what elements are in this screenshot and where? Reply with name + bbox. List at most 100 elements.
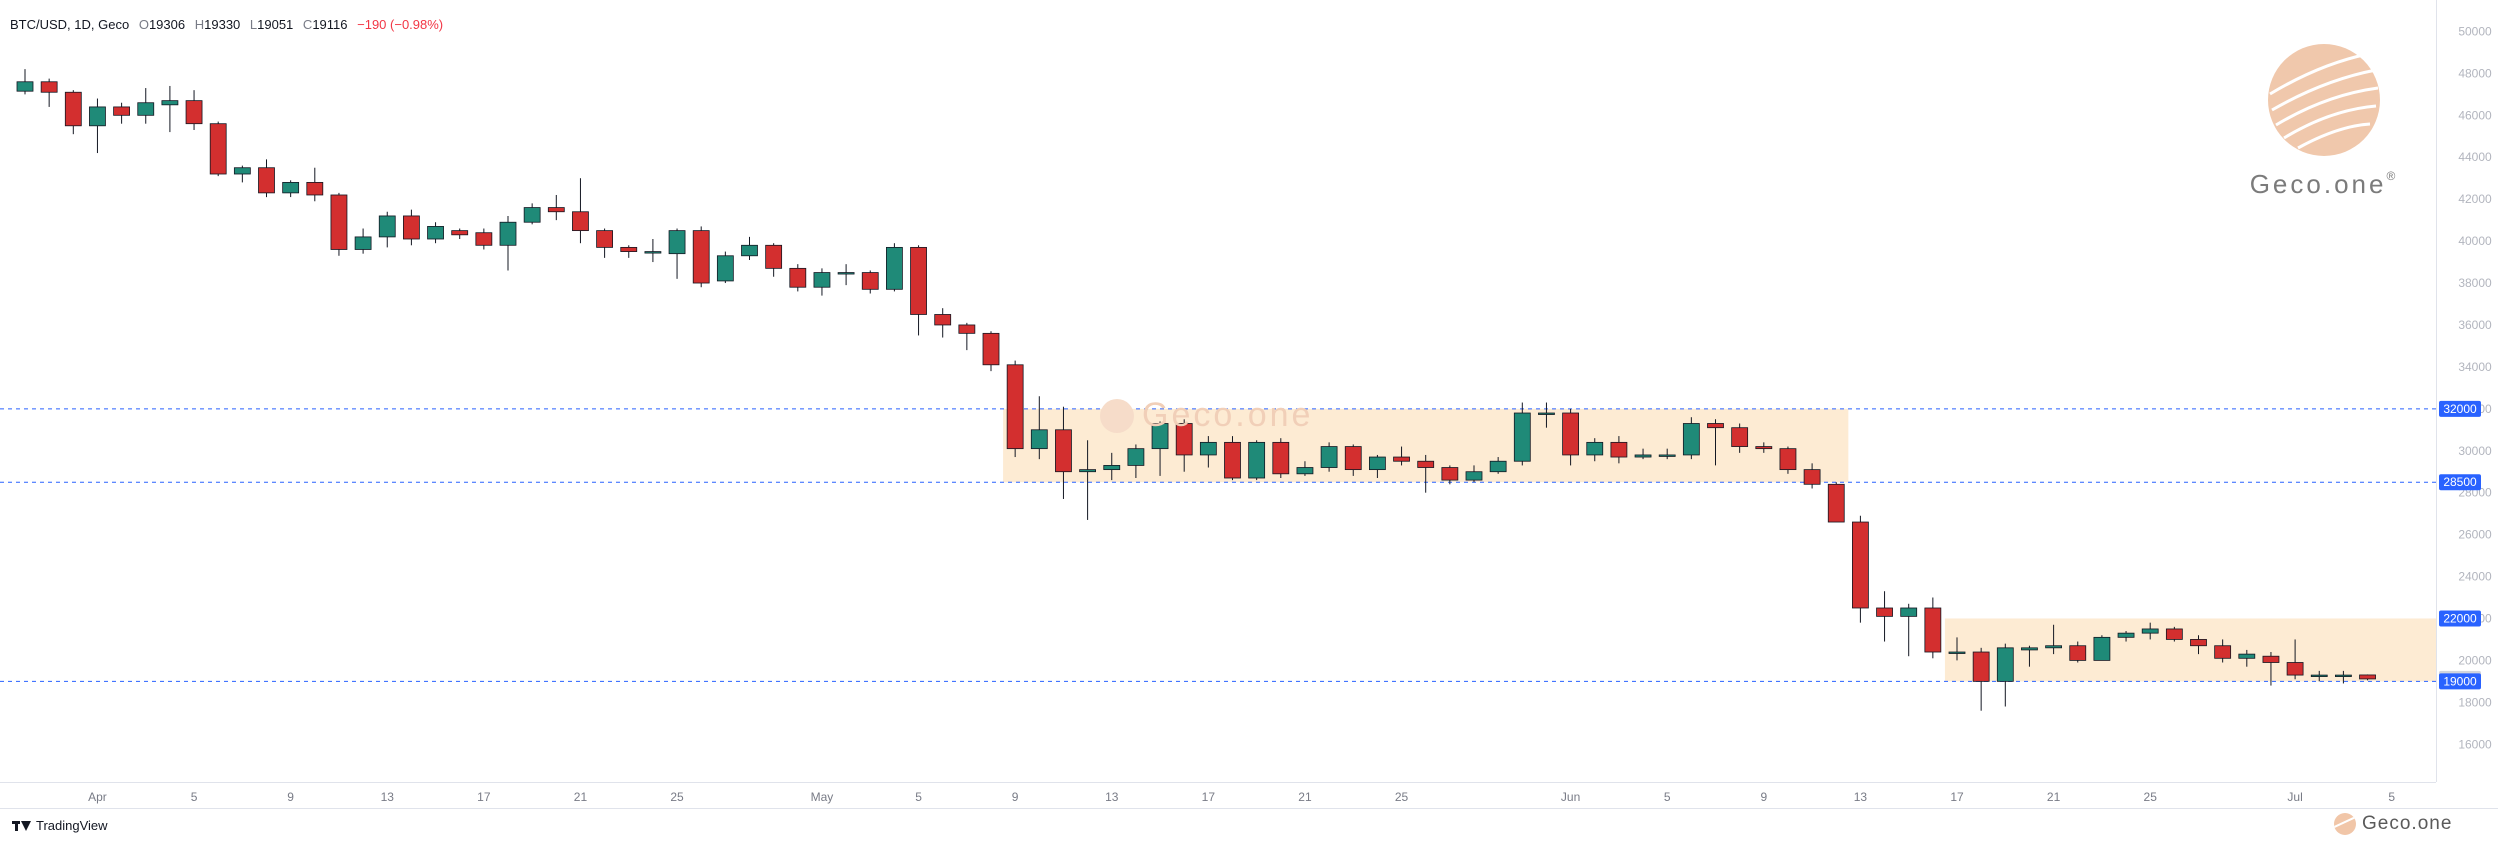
- candle-body: [861, 272, 879, 290]
- candle-body: [837, 272, 855, 275]
- y-tick-label: 16000: [2458, 737, 2492, 751]
- x-tick-label: 9: [1012, 790, 1019, 804]
- candle-body: [1199, 441, 1217, 456]
- high-value: 19330: [204, 17, 241, 32]
- symbol-label[interactable]: BTC/USD, 1D, Geco: [10, 17, 130, 32]
- candle-body: [1248, 441, 1266, 479]
- candle-body: [1055, 429, 1072, 473]
- candle-body: [1707, 423, 1724, 429]
- x-tick-label: 17: [1202, 790, 1216, 804]
- candle-body: [2165, 628, 2183, 640]
- geco-logo-icon: [1100, 398, 1134, 433]
- candle-body: [1441, 467, 1459, 481]
- price-badge-label: 22000: [2443, 611, 2477, 625]
- candle-body: [1586, 441, 1604, 456]
- x-tick-label: 25: [1395, 790, 1409, 804]
- y-tick-label: 30000: [2458, 444, 2492, 458]
- candle-body: [427, 226, 444, 240]
- x-tick-label: 5: [191, 790, 198, 804]
- candle-body: [2141, 628, 2159, 634]
- candle-body: [2190, 639, 2207, 647]
- x-tick-label: 13: [1854, 790, 1868, 804]
- candle-body: [402, 215, 420, 240]
- candle-body: [2214, 645, 2232, 659]
- y-tick-label: 42000: [2458, 192, 2492, 206]
- level-price-badge: [2439, 610, 2481, 627]
- candle-body: [2021, 647, 2038, 651]
- candle-body: [475, 232, 493, 246]
- low-value: 19051: [257, 17, 294, 32]
- y-tick-label: 24000: [2458, 570, 2492, 584]
- x-tick-label: 9: [287, 790, 294, 804]
- candle-body: [1610, 441, 1628, 458]
- candle-body: [1682, 423, 1700, 456]
- candle-body: [741, 244, 758, 257]
- x-tick-label: 17: [1950, 790, 1964, 804]
- geco-globe-icon: [2268, 44, 2380, 156]
- candle-body: [499, 221, 517, 246]
- price-badge-label: 19000: [2443, 674, 2477, 688]
- candle-body: [2334, 674, 2352, 677]
- open-value: 19306: [148, 17, 186, 32]
- candle-body: [16, 81, 34, 92]
- change-value: −190 (−0.98%): [357, 17, 444, 32]
- y-tick-label: 26000: [2458, 528, 2492, 542]
- level-price-badge: [2439, 400, 2481, 417]
- candle-body: [547, 207, 565, 213]
- y-tick-label: 46000: [2458, 108, 2492, 122]
- candle-body: [1320, 446, 1338, 468]
- x-tick-label: 5: [1664, 790, 1671, 804]
- candle-body: [1731, 427, 1749, 447]
- range-zone: [1944, 618, 2436, 682]
- candle-body: [2069, 645, 2087, 661]
- x-tick-label: Jun: [1561, 790, 1580, 804]
- registered-mark: ®: [2386, 169, 2399, 183]
- y-tick-label: 44000: [2458, 150, 2492, 164]
- x-tick-label: 13: [1105, 790, 1119, 804]
- close-value: 19116: [312, 17, 348, 32]
- candle-body: [620, 246, 638, 252]
- tradingview-brand[interactable]: TradingView: [12, 818, 108, 833]
- geco-watermark: Geco.one®: [2244, 40, 2404, 200]
- candle-body: [572, 211, 589, 232]
- candle-body: [40, 81, 58, 93]
- candle-body: [378, 215, 396, 238]
- candle-body: [1489, 460, 1507, 473]
- candle-body: [2238, 653, 2256, 659]
- candle-body: [2262, 655, 2280, 663]
- x-tick-label: 5: [915, 790, 922, 804]
- candle-body: [813, 272, 831, 288]
- geco-footer-label: Geco.one: [2362, 813, 2453, 834]
- candle-body: [1755, 446, 1773, 450]
- center-watermark: Geco.one: [1100, 396, 1313, 435]
- candle-body: [716, 255, 734, 282]
- close-key: C: [302, 17, 313, 32]
- candle-body: [161, 100, 179, 106]
- candle-body: [1272, 441, 1290, 475]
- candle-body: [1175, 423, 1193, 456]
- candle-body: [1852, 521, 1869, 609]
- x-tick-label: Apr: [88, 790, 107, 804]
- candle-body: [137, 102, 155, 116]
- y-tick-label: 38000: [2458, 276, 2492, 290]
- low-key: L: [249, 17, 258, 32]
- candle-body: [1344, 446, 1362, 471]
- x-tick-label: 17: [477, 790, 491, 804]
- candle-body: [789, 267, 807, 288]
- price-badge-label: 32000: [2443, 402, 2477, 416]
- consolidation-zones: [1003, 408, 2436, 682]
- candle-body: [982, 332, 1000, 366]
- candle-body: [2310, 674, 2328, 677]
- y-tick-label: 40000: [2458, 234, 2492, 248]
- candle-body: [330, 194, 348, 250]
- candle-body: [1900, 607, 1918, 617]
- y-tick-label: 48000: [2458, 66, 2492, 80]
- candle-body: [1924, 607, 1942, 653]
- open-key: O: [138, 17, 149, 32]
- y-tick-label: 34000: [2458, 360, 2492, 374]
- candle-body: [668, 230, 686, 255]
- candle-body: [1658, 454, 1676, 457]
- candle-body: [1803, 469, 1821, 485]
- candle-body: [89, 106, 106, 127]
